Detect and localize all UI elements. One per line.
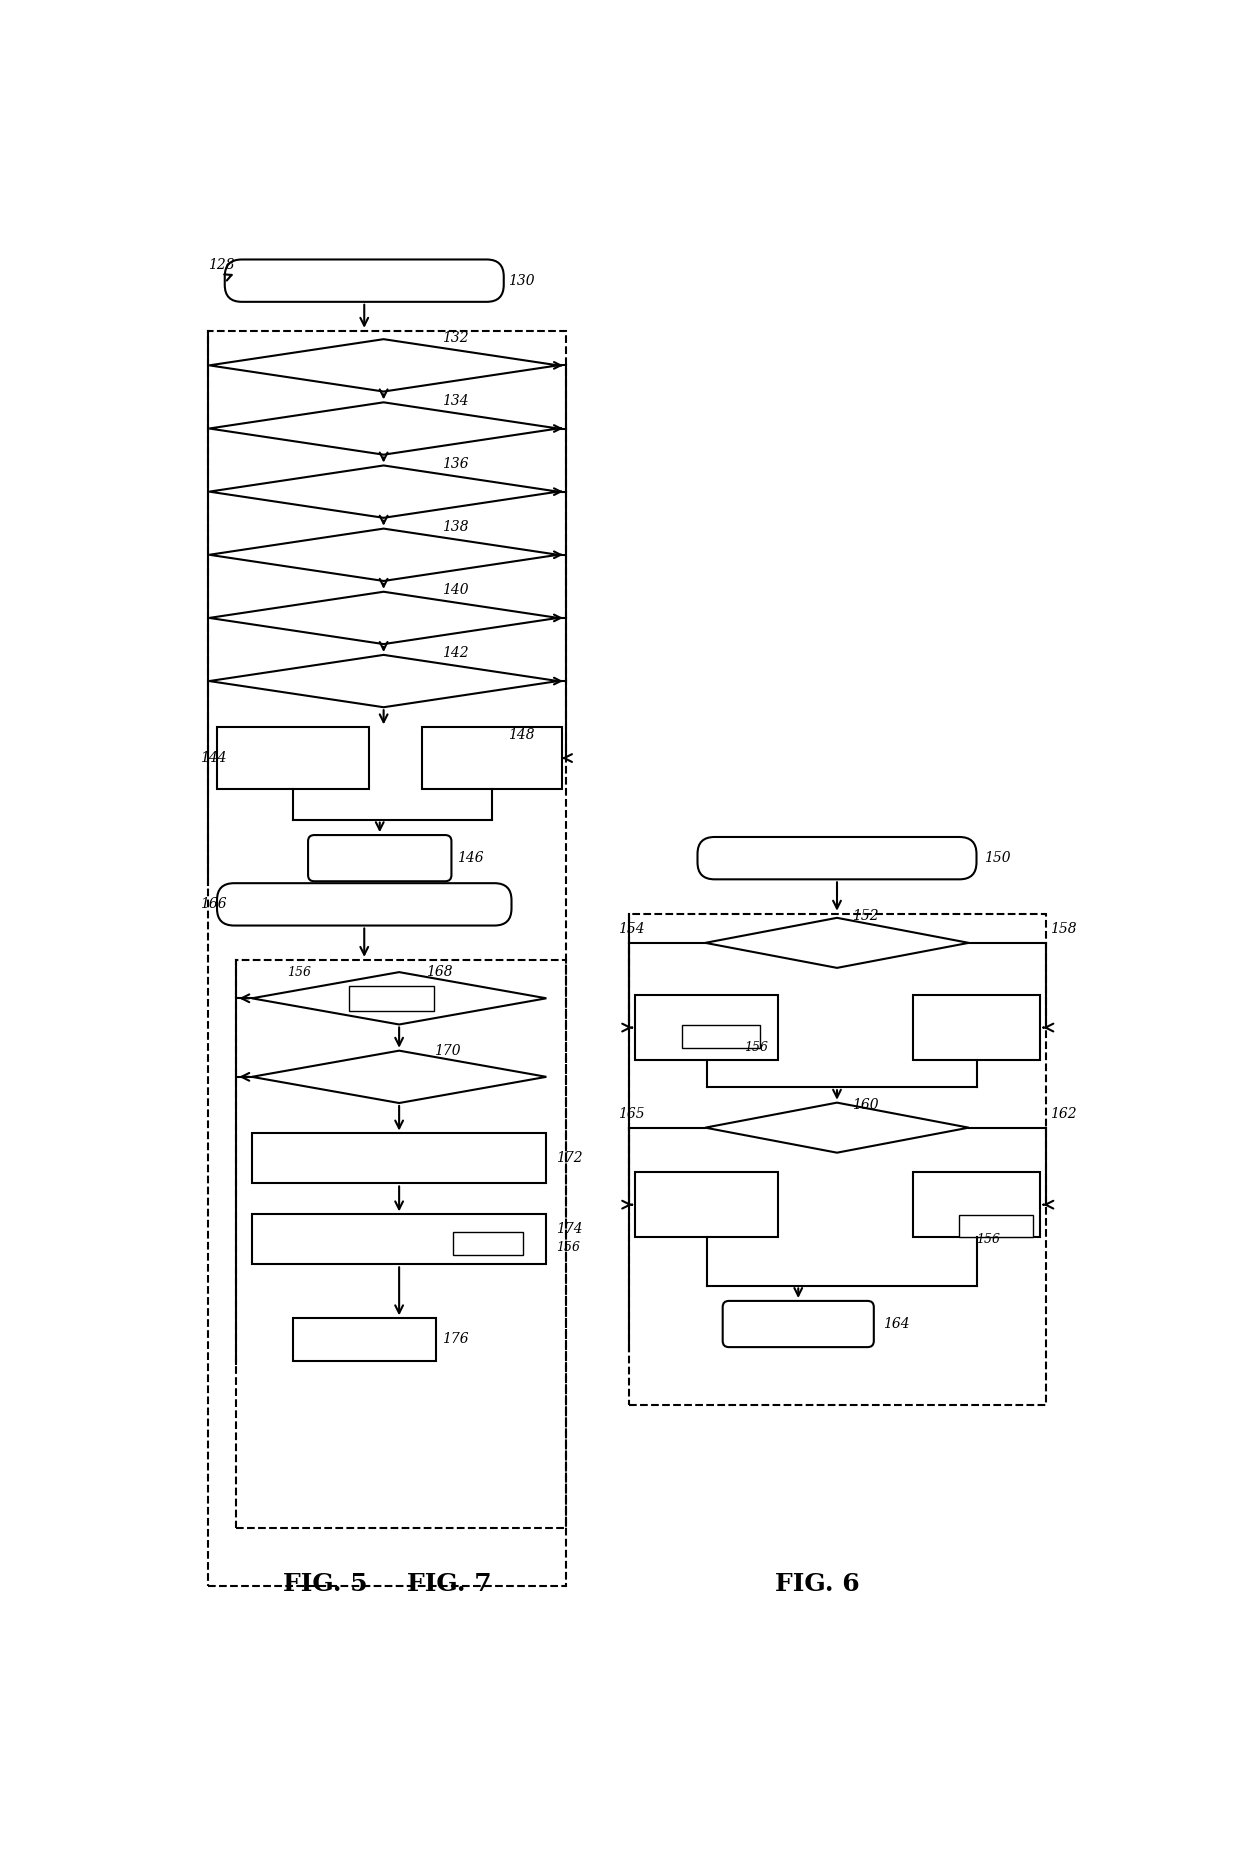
- Text: 146: 146: [458, 852, 484, 865]
- Polygon shape: [252, 1051, 547, 1103]
- Bar: [423, 727, 562, 788]
- Text: 162: 162: [1050, 1107, 1076, 1120]
- Text: 158: 158: [1050, 923, 1076, 936]
- Text: 150: 150: [985, 852, 1011, 865]
- Text: FIG. 7: FIG. 7: [407, 1571, 492, 1596]
- Text: FIG. 6: FIG. 6: [775, 1571, 859, 1596]
- FancyBboxPatch shape: [697, 837, 977, 880]
- Text: 154: 154: [619, 923, 645, 936]
- Text: 156: 156: [557, 1241, 580, 1253]
- Text: 142: 142: [441, 647, 469, 660]
- Text: 172: 172: [557, 1152, 583, 1165]
- Bar: [682, 1025, 759, 1048]
- Bar: [635, 995, 779, 1061]
- Text: 148: 148: [507, 729, 534, 742]
- Text: 144: 144: [200, 751, 227, 764]
- FancyBboxPatch shape: [217, 884, 511, 926]
- FancyBboxPatch shape: [308, 835, 451, 882]
- Bar: [207, 330, 565, 1586]
- Text: 165: 165: [619, 1107, 645, 1120]
- Bar: [629, 913, 1047, 1405]
- Bar: [217, 727, 368, 788]
- Bar: [913, 995, 1040, 1061]
- Bar: [237, 960, 565, 1528]
- Text: 132: 132: [441, 330, 469, 345]
- FancyBboxPatch shape: [224, 259, 503, 302]
- Text: 140: 140: [441, 583, 469, 596]
- Bar: [293, 1318, 436, 1361]
- FancyBboxPatch shape: [723, 1301, 874, 1348]
- Text: 170: 170: [434, 1044, 460, 1057]
- Text: FIG. 5: FIG. 5: [283, 1571, 368, 1596]
- Polygon shape: [210, 654, 558, 706]
- Text: 164: 164: [883, 1318, 910, 1331]
- Text: 128: 128: [207, 259, 234, 272]
- Polygon shape: [706, 917, 968, 967]
- Polygon shape: [210, 403, 558, 455]
- Text: 136: 136: [441, 457, 469, 472]
- Bar: [348, 986, 434, 1010]
- Bar: [959, 1215, 1033, 1238]
- Text: 138: 138: [441, 520, 469, 535]
- Text: 166: 166: [200, 897, 227, 911]
- Polygon shape: [706, 1103, 968, 1152]
- Polygon shape: [210, 339, 558, 391]
- Polygon shape: [210, 466, 558, 518]
- Text: 156: 156: [744, 1042, 768, 1053]
- Text: 134: 134: [441, 393, 469, 408]
- Text: 152: 152: [853, 910, 879, 923]
- Text: 156: 156: [286, 966, 311, 979]
- Text: 174: 174: [557, 1223, 583, 1236]
- Polygon shape: [252, 973, 547, 1025]
- Bar: [454, 1232, 523, 1254]
- Polygon shape: [210, 529, 558, 582]
- Bar: [252, 1133, 547, 1184]
- Text: 176: 176: [441, 1333, 469, 1346]
- Bar: [252, 1213, 547, 1264]
- Bar: [635, 1172, 779, 1238]
- Bar: [913, 1172, 1040, 1238]
- Polygon shape: [210, 591, 558, 645]
- Text: 130: 130: [507, 274, 534, 287]
- Text: 156: 156: [977, 1232, 1001, 1245]
- Text: 168: 168: [427, 966, 453, 979]
- Text: 160: 160: [853, 1098, 879, 1111]
